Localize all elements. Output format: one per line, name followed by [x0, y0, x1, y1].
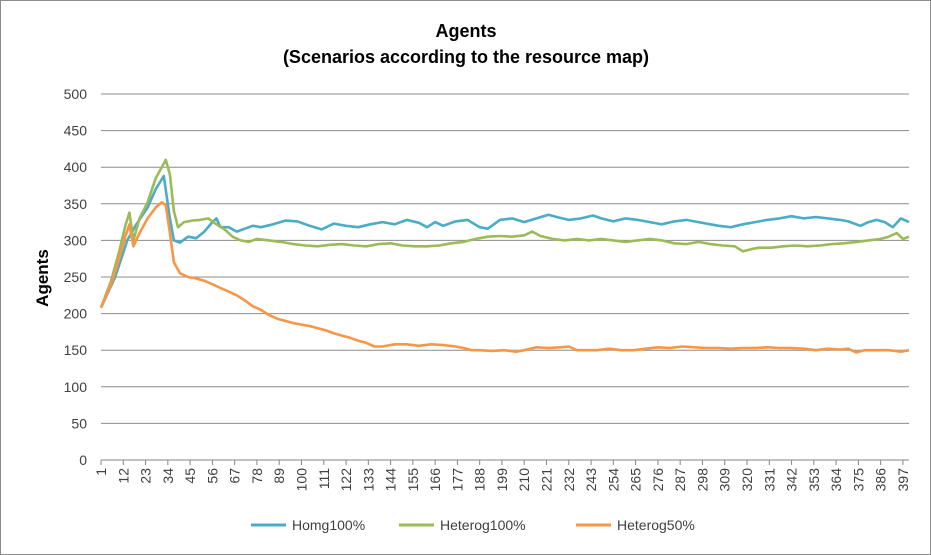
- y-tick-label: 250: [64, 269, 88, 285]
- x-tick-label: 375: [850, 468, 866, 492]
- x-axis-ticks: 1 12 23 34 45 56 67 78 89 100 111 122 133 144 155 166 17…: [93, 460, 911, 491]
- x-tick-label: 177: [449, 468, 465, 492]
- x-tick-label: 364: [828, 468, 844, 492]
- x-tick-label: 56: [204, 468, 220, 484]
- x-tick-label: 320: [739, 468, 755, 492]
- x-tick-label: 298: [694, 468, 710, 492]
- x-tick-label: 342: [784, 468, 800, 492]
- x-tick-label: 309: [717, 468, 733, 492]
- y-tick-label: 500: [64, 86, 88, 102]
- chart-title: Agents: [435, 21, 496, 41]
- x-tick-label: 155: [405, 468, 421, 492]
- legend: Homg100% Heterog100% Heterog50%: [251, 517, 695, 533]
- x-tick-label: 45: [182, 468, 198, 484]
- x-tick-label: 122: [338, 468, 354, 492]
- y-tick-label: 450: [64, 123, 88, 139]
- x-tick-label: 133: [360, 468, 376, 492]
- x-tick-label: 397: [895, 468, 911, 492]
- x-tick-label: 78: [249, 468, 265, 484]
- x-tick-label: 232: [561, 468, 577, 492]
- x-tick-label: 386: [873, 468, 889, 492]
- gridlines: [101, 93, 909, 461]
- legend-label-1: Homg100%: [292, 517, 365, 533]
- y-tick-label: 100: [64, 379, 88, 395]
- y-tick-label: 300: [64, 232, 88, 248]
- series-lines: [99, 158, 910, 354]
- x-tick-label: 287: [672, 468, 688, 492]
- x-tick-label: 243: [583, 468, 599, 492]
- series-line-3: [99, 201, 910, 354]
- x-tick-label: 166: [427, 468, 443, 492]
- x-tick-label: 144: [383, 468, 399, 492]
- x-tick-label: 12: [115, 468, 131, 484]
- x-tick-label: 34: [160, 468, 176, 484]
- x-tick-label: 276: [650, 468, 666, 492]
- legend-label-2: Heterog100%: [440, 517, 526, 533]
- x-tick-label: 1: [93, 468, 109, 476]
- y-tick-label: 0: [79, 452, 87, 468]
- x-tick-label: 265: [628, 468, 644, 492]
- y-tick-label: 400: [64, 159, 88, 175]
- x-tick-label: 353: [806, 468, 822, 492]
- y-axis-ticks: 0 50 100 150 200 250 300 350 400 450 500: [64, 86, 88, 468]
- y-tick-label: 200: [64, 306, 88, 322]
- x-tick-label: 67: [227, 468, 243, 484]
- y-tick-label: 150: [64, 342, 88, 358]
- chart-subtitle: (Scenarios according to the resource map…: [283, 47, 649, 67]
- x-tick-label: 100: [293, 468, 309, 492]
- y-tick-label: 350: [64, 196, 88, 212]
- x-tick-label: 221: [539, 468, 555, 492]
- x-tick-label: 23: [138, 468, 154, 484]
- x-tick-label: 188: [472, 468, 488, 492]
- legend-label-3: Heterog50%: [617, 517, 695, 533]
- x-tick-label: 199: [494, 468, 510, 492]
- x-tick-label: 111: [316, 468, 332, 489]
- series-line-2: [99, 158, 910, 309]
- y-tick-label: 50: [71, 415, 87, 431]
- x-tick-label: 331: [761, 468, 777, 492]
- x-tick-label: 89: [271, 468, 287, 484]
- x-tick-label: 254: [605, 468, 621, 492]
- y-axis-title: Agents: [33, 249, 52, 307]
- x-tick-label: 210: [516, 468, 532, 492]
